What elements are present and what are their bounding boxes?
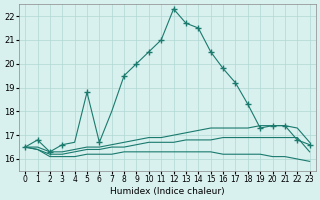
X-axis label: Humidex (Indice chaleur): Humidex (Indice chaleur) [110,187,225,196]
